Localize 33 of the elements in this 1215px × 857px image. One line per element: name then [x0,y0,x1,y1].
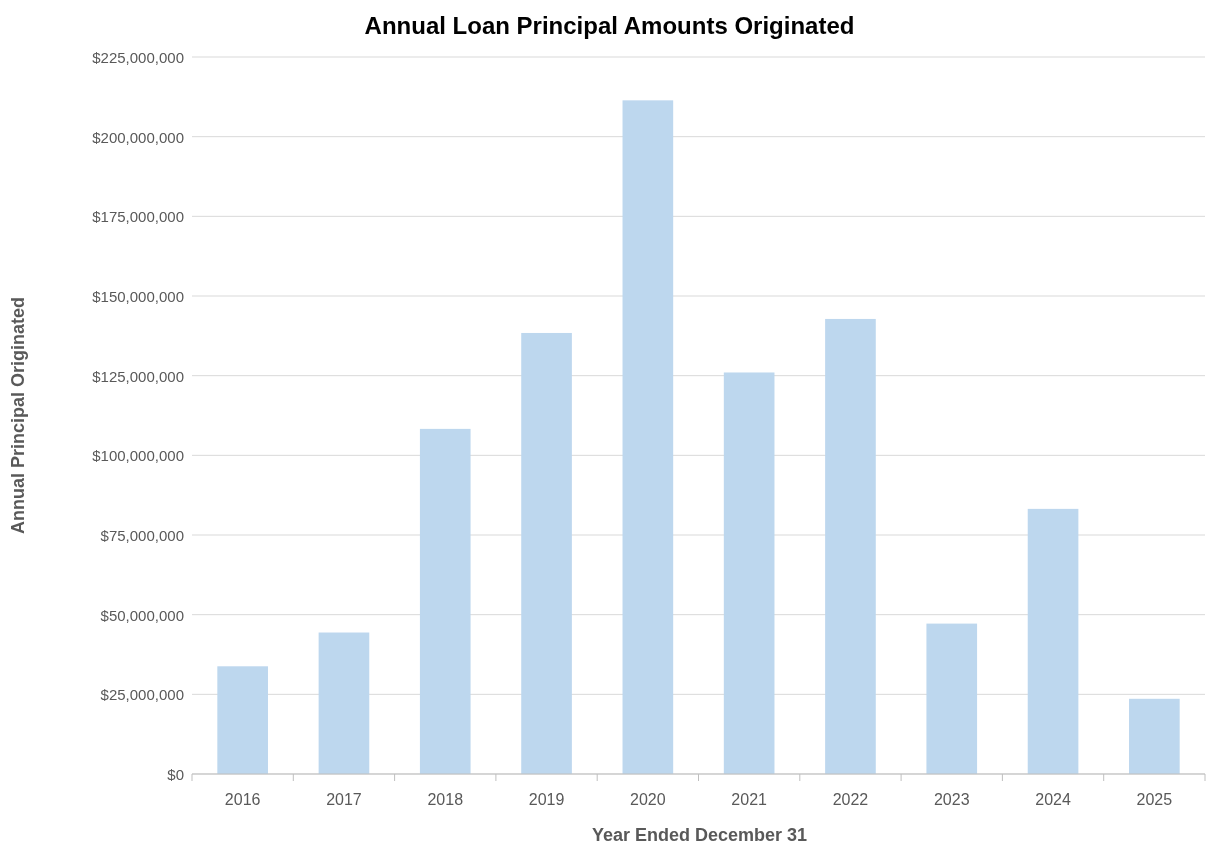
x-tick-label: 2022 [832,791,869,808]
y-tick-label: $225,000,000 [92,49,184,66]
y-tick-label: $150,000,000 [92,288,184,305]
bar [622,100,674,774]
x-tick-label: 2016 [224,791,261,808]
bar [825,318,876,774]
y-tick-label: $25,000,000 [100,686,184,704]
y-tick-label: $100,000,000 [92,447,184,465]
y-tick-label: $0 [167,766,184,783]
y-tick-label: $125,000,000 [92,367,184,385]
x-tick-label: 2018 [427,791,464,808]
bar [1129,698,1180,774]
y-tick-label: $175,000,000 [92,208,184,226]
y-tick-label: $200,000,000 [92,128,184,146]
bar [217,666,268,774]
y-tick-label: $50,000,000 [100,606,184,624]
y-axis-title: Annual Principal Originated [8,296,28,535]
x-tick-label: 2023 [933,791,970,808]
bar [521,332,572,774]
bar [419,428,471,774]
bar [318,632,370,774]
x-tick-label: 2025 [1136,791,1173,808]
chart-title: Annual Loan Principal Amounts Originated [364,12,855,39]
x-tick-label: 2019 [528,791,565,808]
x-tick-label: 2021 [731,791,768,808]
x-tick-label: 2020 [630,791,666,808]
y-tick-label: $75,000,000 [100,527,184,544]
x-axis-title: Year Ended December 31 [591,825,808,845]
bar [723,372,775,774]
x-tick-label: 2017 [326,791,362,808]
bar [1027,508,1079,774]
x-tick-label: 2024 [1035,791,1071,808]
bar [926,623,978,774]
